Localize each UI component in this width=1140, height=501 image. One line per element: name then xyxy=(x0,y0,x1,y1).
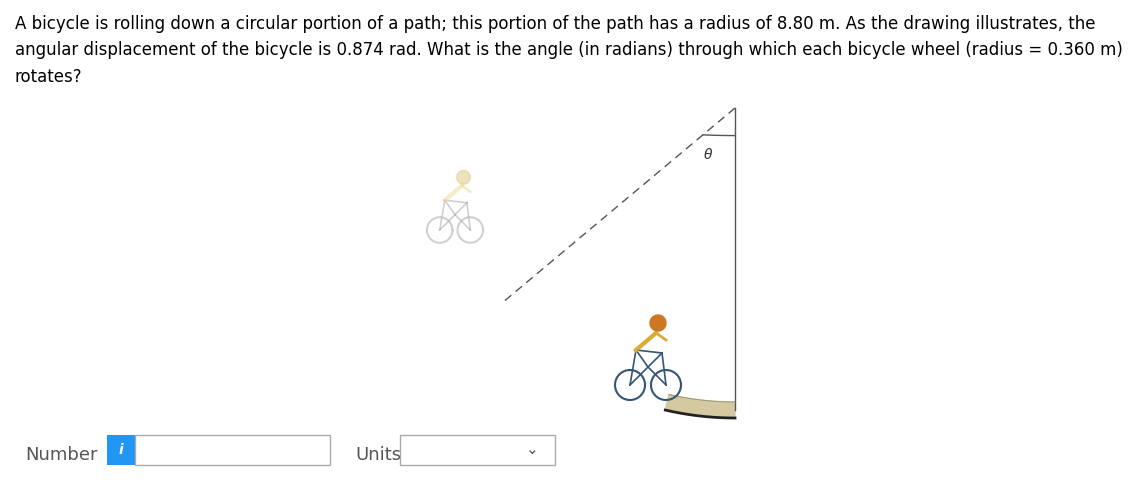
Polygon shape xyxy=(666,394,735,418)
Text: i: i xyxy=(119,443,123,457)
Text: Units: Units xyxy=(355,446,401,464)
FancyBboxPatch shape xyxy=(400,435,555,465)
FancyBboxPatch shape xyxy=(107,435,135,465)
Text: θ: θ xyxy=(703,147,711,161)
Polygon shape xyxy=(650,315,666,331)
FancyBboxPatch shape xyxy=(135,435,329,465)
Text: ⌄: ⌄ xyxy=(526,442,538,457)
Text: A bicycle is rolling down a circular portion of a path; this portion of the path: A bicycle is rolling down a circular por… xyxy=(15,15,1123,86)
Text: Number: Number xyxy=(25,446,98,464)
Polygon shape xyxy=(457,170,471,184)
